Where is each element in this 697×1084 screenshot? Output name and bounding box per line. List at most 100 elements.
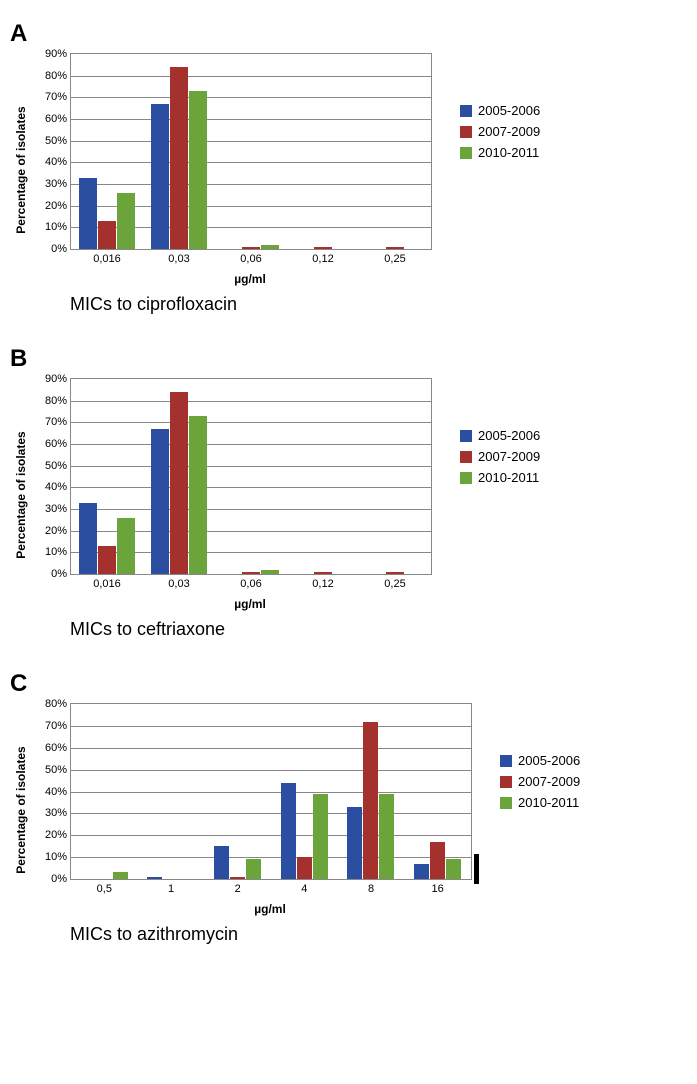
bar bbox=[386, 247, 404, 249]
x-tick-label: 2 bbox=[235, 879, 241, 895]
x-tick-label: 0,12 bbox=[312, 249, 333, 265]
y-tick-label: 50% bbox=[45, 764, 71, 776]
y-tick-label: 60% bbox=[45, 113, 71, 125]
bar-group bbox=[287, 54, 359, 249]
x-tick-label: 0,5 bbox=[97, 879, 112, 895]
y-tick-label: 80% bbox=[45, 70, 71, 82]
chart-caption: MICs to ciprofloxacin bbox=[70, 294, 430, 315]
bar bbox=[281, 783, 296, 879]
y-tick-label: 90% bbox=[45, 48, 71, 60]
x-tick-label: 0,25 bbox=[384, 249, 405, 265]
legend: 2005-20062007-20092010-2011 bbox=[460, 103, 540, 166]
panel-letter: A bbox=[10, 20, 687, 48]
legend-label: 2010-2011 bbox=[478, 470, 539, 485]
legend-swatch bbox=[460, 472, 472, 484]
x-tick-label: 0,25 bbox=[384, 574, 405, 590]
legend-label: 2007-2009 bbox=[478, 449, 540, 464]
bar bbox=[297, 857, 312, 879]
bar bbox=[79, 503, 97, 575]
x-tick-label: 0,06 bbox=[240, 574, 261, 590]
y-tick-label: 70% bbox=[45, 91, 71, 103]
bar bbox=[261, 570, 279, 574]
legend-swatch bbox=[460, 430, 472, 442]
y-tick-label: 70% bbox=[45, 416, 71, 428]
bar-group bbox=[204, 704, 271, 879]
y-tick-label: 80% bbox=[45, 395, 71, 407]
y-axis-title: Percentage of isolates bbox=[14, 106, 28, 233]
y-tick-label: 0% bbox=[51, 243, 71, 255]
chart-caption: MICs to ceftriaxone bbox=[70, 619, 430, 640]
bar bbox=[151, 104, 169, 249]
legend-swatch bbox=[460, 147, 472, 159]
y-tick-label: 80% bbox=[45, 698, 71, 710]
y-tick-label: 30% bbox=[45, 503, 71, 515]
y-tick-label: 20% bbox=[45, 829, 71, 841]
y-tick-label: 40% bbox=[45, 481, 71, 493]
bar bbox=[79, 178, 97, 250]
bar-group bbox=[138, 704, 205, 879]
legend-item: 2005-2006 bbox=[460, 428, 540, 443]
y-tick-label: 20% bbox=[45, 525, 71, 537]
bar bbox=[117, 193, 135, 249]
chart-plot-area: 0%10%20%30%40%50%60%70%80%90%0,0160,030,… bbox=[70, 53, 432, 250]
bar bbox=[189, 416, 207, 574]
bar-group bbox=[71, 379, 143, 574]
y-tick-label: 30% bbox=[45, 807, 71, 819]
bar bbox=[117, 518, 135, 574]
axis-marker bbox=[474, 854, 479, 884]
bar-group bbox=[404, 704, 471, 879]
y-tick-label: 60% bbox=[45, 438, 71, 450]
bar bbox=[242, 247, 260, 249]
y-tick-label: 90% bbox=[45, 373, 71, 385]
x-axis-title: µg/ml bbox=[70, 272, 430, 286]
bar bbox=[313, 794, 328, 879]
bar bbox=[170, 67, 188, 249]
legend-item: 2010-2011 bbox=[460, 145, 540, 160]
x-tick-label: 0,12 bbox=[312, 574, 333, 590]
y-axis-title: Percentage of isolates bbox=[14, 746, 28, 873]
bar-group bbox=[143, 379, 215, 574]
bar bbox=[98, 546, 116, 574]
x-axis-title: µg/ml bbox=[70, 597, 430, 611]
legend-label: 2010-2011 bbox=[478, 145, 539, 160]
legend-item: 2007-2009 bbox=[460, 449, 540, 464]
legend-label: 2010-2011 bbox=[518, 795, 579, 810]
x-tick-label: 0,06 bbox=[240, 249, 261, 265]
x-tick-label: 4 bbox=[301, 879, 307, 895]
legend-label: 2005-2006 bbox=[518, 753, 580, 768]
bar bbox=[246, 859, 261, 879]
bar bbox=[151, 429, 169, 574]
legend-item: 2007-2009 bbox=[460, 124, 540, 139]
y-tick-label: 10% bbox=[45, 221, 71, 233]
panel-letter: B bbox=[10, 345, 687, 373]
x-tick-label: 0,016 bbox=[93, 574, 121, 590]
x-tick-label: 1 bbox=[168, 879, 174, 895]
panel-C: CPercentage of isolates0%10%20%30%40%50%… bbox=[10, 670, 687, 945]
chart-caption: MICs to azithromycin bbox=[70, 924, 470, 945]
x-tick-label: 0,03 bbox=[168, 574, 189, 590]
bar bbox=[261, 245, 279, 249]
legend-swatch bbox=[500, 755, 512, 767]
bar bbox=[314, 572, 332, 574]
y-tick-label: 10% bbox=[45, 851, 71, 863]
bar bbox=[430, 842, 445, 879]
legend-swatch bbox=[500, 797, 512, 809]
legend-swatch bbox=[460, 451, 472, 463]
y-tick-label: 40% bbox=[45, 156, 71, 168]
bar bbox=[379, 794, 394, 879]
legend: 2005-2006 2007-2009 2010-2011 bbox=[460, 428, 540, 491]
bar-group bbox=[338, 704, 405, 879]
bar bbox=[347, 807, 362, 879]
y-tick-label: 10% bbox=[45, 546, 71, 558]
x-tick-label: 8 bbox=[368, 879, 374, 895]
bar bbox=[363, 722, 378, 880]
legend-swatch bbox=[460, 126, 472, 138]
legend-swatch bbox=[500, 776, 512, 788]
bar bbox=[242, 572, 260, 574]
chart-plot-area: 0%10%20%30%40%50%60%70%80%0,5124816 bbox=[70, 703, 472, 880]
bar bbox=[189, 91, 207, 249]
legend-item: 2007-2009 bbox=[500, 774, 580, 789]
x-tick-label: 0,016 bbox=[93, 249, 121, 265]
bar-group bbox=[271, 704, 338, 879]
y-tick-label: 40% bbox=[45, 786, 71, 798]
